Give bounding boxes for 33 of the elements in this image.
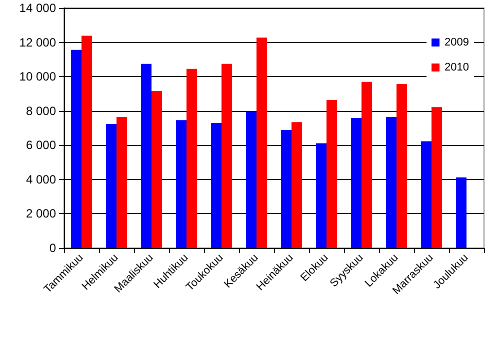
bar xyxy=(432,107,442,248)
bar xyxy=(116,117,127,248)
bar xyxy=(421,141,432,248)
y-tick-label: 2 000 xyxy=(26,206,56,221)
legend-label: 2009 xyxy=(444,36,470,48)
y-tick-label: 4 000 xyxy=(26,172,56,186)
bar xyxy=(141,64,152,248)
bar xyxy=(222,64,232,248)
bar xyxy=(176,120,186,248)
bar xyxy=(292,122,302,248)
bar xyxy=(362,82,372,248)
bar xyxy=(186,68,197,248)
bar xyxy=(152,90,162,248)
y-tick-label: 12 000 xyxy=(19,35,56,50)
bar xyxy=(281,130,292,248)
bar xyxy=(326,100,337,248)
bar xyxy=(386,117,396,248)
bar xyxy=(351,118,362,248)
y-tick-label: 8 000 xyxy=(26,104,56,118)
bar xyxy=(456,177,466,248)
y-tick-label: 6 000 xyxy=(26,138,56,152)
bar xyxy=(106,124,116,248)
bar xyxy=(316,143,326,248)
legend-label: 2010 xyxy=(444,62,470,74)
bar xyxy=(82,36,92,248)
y-tick-label: 10 000 xyxy=(19,70,56,84)
bar xyxy=(246,112,256,248)
bar xyxy=(211,123,222,248)
bar xyxy=(396,84,407,248)
y-tick-label: 0 xyxy=(49,241,56,255)
bar xyxy=(71,50,82,248)
y-tick-label: 14 000 xyxy=(19,1,56,15)
bar xyxy=(256,38,267,248)
